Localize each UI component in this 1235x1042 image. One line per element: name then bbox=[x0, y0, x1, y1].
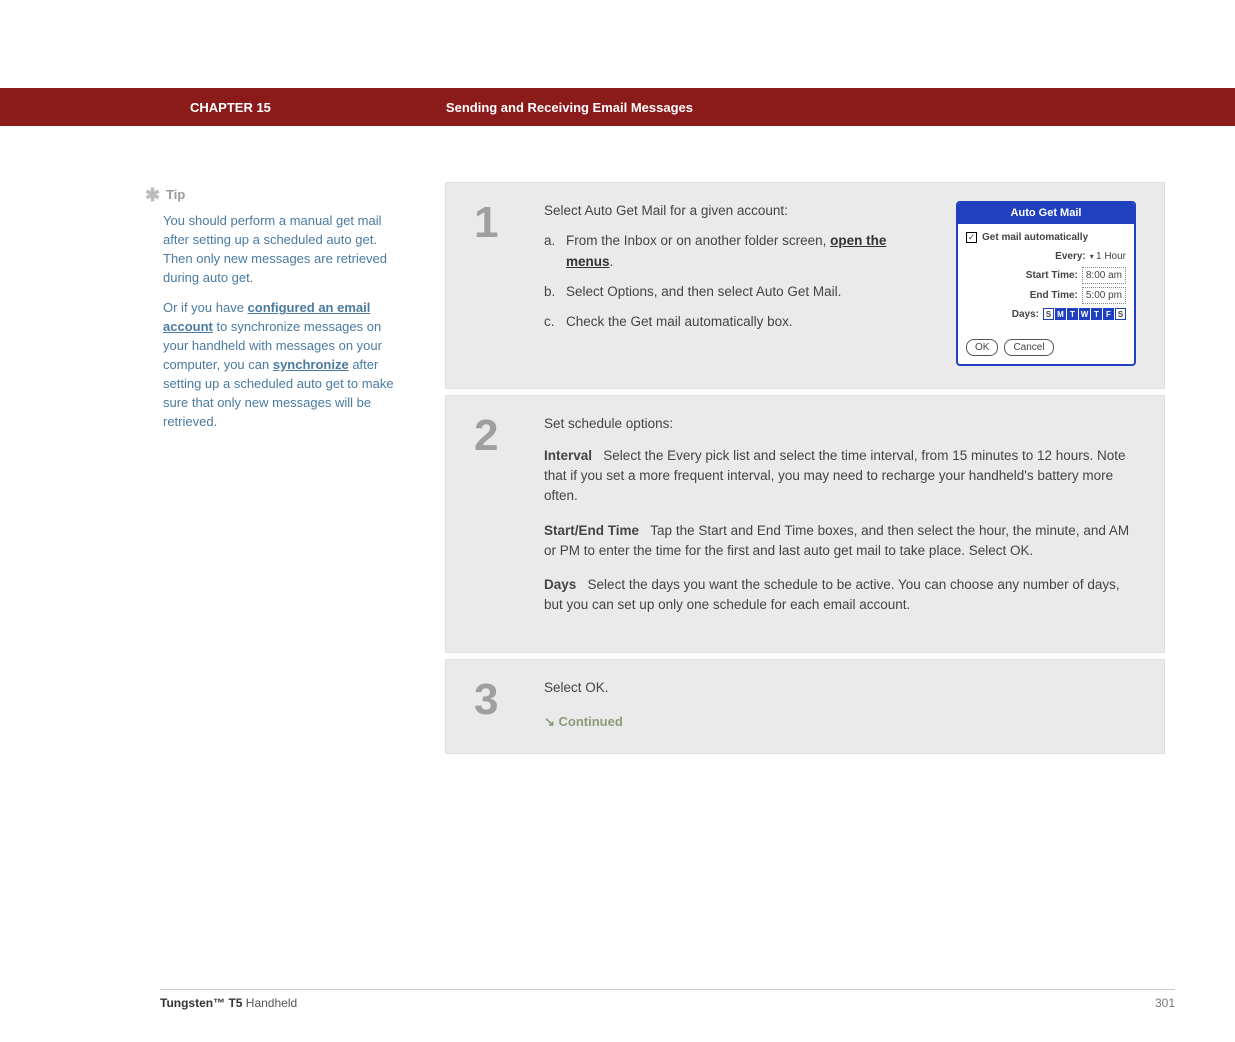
letter-b: b. bbox=[544, 282, 555, 302]
step-1a-post: . bbox=[610, 254, 614, 269]
step-2-heading: Set schedule options: bbox=[544, 414, 1136, 434]
tip-heading: ✱ Tip bbox=[145, 182, 395, 208]
palm-day-w[interactable]: W bbox=[1079, 308, 1090, 320]
step-1-number: 1 bbox=[474, 201, 544, 366]
tip-paragraph-1: You should perform a manual get mail aft… bbox=[163, 212, 395, 287]
chapter-title: Sending and Receiving Email Messages bbox=[446, 100, 693, 115]
palm-day-s1[interactable]: S bbox=[1043, 308, 1054, 320]
palm-auto-get-mail-dialog: Auto Get Mail ✓ Get mail automatically E… bbox=[956, 201, 1136, 366]
palm-end-row: End Time: 5:00 pm bbox=[966, 287, 1126, 304]
palm-start-value[interactable]: 8:00 am bbox=[1082, 267, 1126, 284]
palm-day-s2[interactable]: S bbox=[1115, 308, 1126, 320]
palm-day-t2[interactable]: T bbox=[1091, 308, 1102, 320]
tip-p2-pre: Or if you have bbox=[163, 300, 248, 315]
palm-day-t1[interactable]: T bbox=[1067, 308, 1078, 320]
palm-end-value[interactable]: 5:00 pm bbox=[1082, 287, 1126, 304]
palm-checkbox-label: Get mail automatically bbox=[982, 230, 1088, 245]
palm-every-row: Every: 1 Hour bbox=[966, 249, 1126, 264]
steps-column: 1 Select Auto Get Mail for a given accou… bbox=[445, 182, 1165, 760]
interval-block: Interval Select the Every pick list and … bbox=[544, 446, 1136, 507]
palm-dialog-title: Auto Get Mail bbox=[958, 203, 1134, 224]
step-3-number: 3 bbox=[474, 678, 544, 732]
asterisk-icon: ✱ bbox=[145, 182, 160, 208]
palm-day-f[interactable]: F bbox=[1103, 308, 1114, 320]
checkbox-icon[interactable]: ✓ bbox=[966, 232, 977, 243]
tip-label: Tip bbox=[166, 186, 185, 205]
palm-days-row: Days: S M T W T F S bbox=[966, 307, 1126, 322]
continued-indicator: ↘ Continued bbox=[544, 712, 1136, 732]
synchronize-link[interactable]: synchronize bbox=[273, 357, 349, 372]
step-1a-pre: From the Inbox or on another folder scre… bbox=[566, 233, 830, 248]
tip-sidebar: ✱ Tip You should perform a manual get ma… bbox=[145, 182, 415, 760]
step-3: 3 Select OK. ↘ Continued bbox=[445, 659, 1165, 755]
palm-every-label: Every: bbox=[1055, 249, 1086, 264]
palm-days-label: Days: bbox=[1012, 307, 1039, 322]
step-1a: a. From the Inbox or on another folder s… bbox=[544, 231, 936, 272]
palm-every-picklist[interactable]: 1 Hour bbox=[1090, 249, 1126, 264]
continued-arrow-icon: ↘ bbox=[544, 714, 555, 729]
step-2: 2 Set schedule options: Interval Select … bbox=[445, 395, 1165, 653]
days-block: Days Select the days you want the schedu… bbox=[544, 575, 1136, 616]
step-3-heading: Select OK. bbox=[544, 678, 1136, 698]
continued-label: Continued bbox=[559, 714, 623, 729]
palm-end-label: End Time: bbox=[1030, 288, 1078, 303]
step-1b: b. Select Options, and then select Auto … bbox=[544, 282, 936, 302]
palm-start-label: Start Time: bbox=[1026, 268, 1078, 283]
palm-days-selector[interactable]: S M T W T F S bbox=[1043, 308, 1126, 320]
palm-start-row: Start Time: 8:00 am bbox=[966, 267, 1126, 284]
days-body: Select the days you want the schedule to… bbox=[544, 577, 1120, 612]
palm-day-m[interactable]: M bbox=[1055, 308, 1066, 320]
startend-label: Start/End Time bbox=[544, 523, 639, 538]
letter-c: c. bbox=[544, 312, 555, 332]
product-name: Tungsten™ T5 Handheld bbox=[160, 996, 297, 1010]
chapter-number: CHAPTER 15 bbox=[190, 100, 271, 115]
step-1c: c. Check the Get mail automatically box. bbox=[544, 312, 936, 332]
page-number: 301 bbox=[1155, 996, 1175, 1010]
page-content: ✱ Tip You should perform a manual get ma… bbox=[0, 126, 1235, 760]
chapter-bar: CHAPTER 15 Sending and Receiving Email M… bbox=[0, 88, 1235, 126]
palm-checkbox-row[interactable]: ✓ Get mail automatically bbox=[966, 230, 1126, 245]
step-1-heading: Select Auto Get Mail for a given account… bbox=[544, 201, 936, 221]
step-2-number: 2 bbox=[474, 414, 544, 630]
step-1: 1 Select Auto Get Mail for a given accou… bbox=[445, 182, 1165, 389]
days-label: Days bbox=[544, 577, 576, 592]
interval-body: Select the Every pick list and select th… bbox=[544, 448, 1126, 504]
palm-cancel-button[interactable]: Cancel bbox=[1004, 339, 1053, 356]
startend-block: Start/End Time Tap the Start and End Tim… bbox=[544, 521, 1136, 562]
page-footer: Tungsten™ T5 Handheld 301 bbox=[160, 989, 1175, 1010]
step-1-text: Select Auto Get Mail for a given account… bbox=[544, 201, 936, 366]
palm-ok-button[interactable]: OK bbox=[966, 339, 998, 356]
letter-a: a. bbox=[544, 231, 555, 251]
tip-paragraph-2: Or if you have configured an email accou… bbox=[163, 299, 395, 431]
interval-label: Interval bbox=[544, 448, 592, 463]
